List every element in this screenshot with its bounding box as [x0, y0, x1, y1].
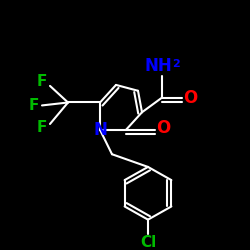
Text: N: N: [93, 121, 107, 139]
Text: Cl: Cl: [140, 234, 156, 250]
Text: NH: NH: [144, 58, 172, 76]
Text: F: F: [37, 120, 47, 136]
Text: F: F: [29, 98, 39, 113]
Text: F: F: [37, 74, 47, 90]
Text: O: O: [156, 119, 170, 137]
Text: 2: 2: [172, 60, 180, 70]
Text: O: O: [183, 88, 197, 106]
